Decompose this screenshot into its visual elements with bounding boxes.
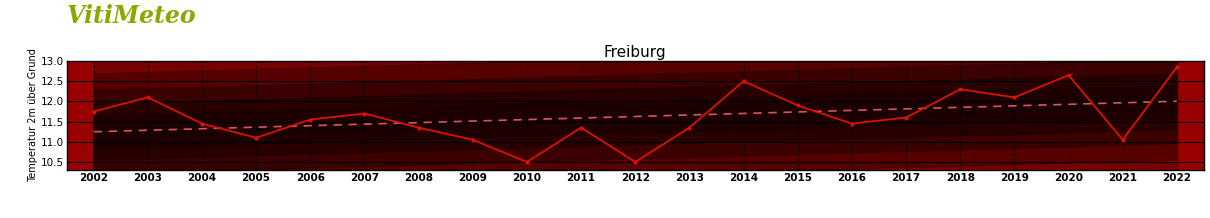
- Y-axis label: Temperatur 2m über Grund: Temperatur 2m über Grund: [28, 49, 38, 182]
- Text: VitiMeteo: VitiMeteo: [67, 4, 196, 28]
- Title: Freiburg: Freiburg: [604, 45, 667, 60]
